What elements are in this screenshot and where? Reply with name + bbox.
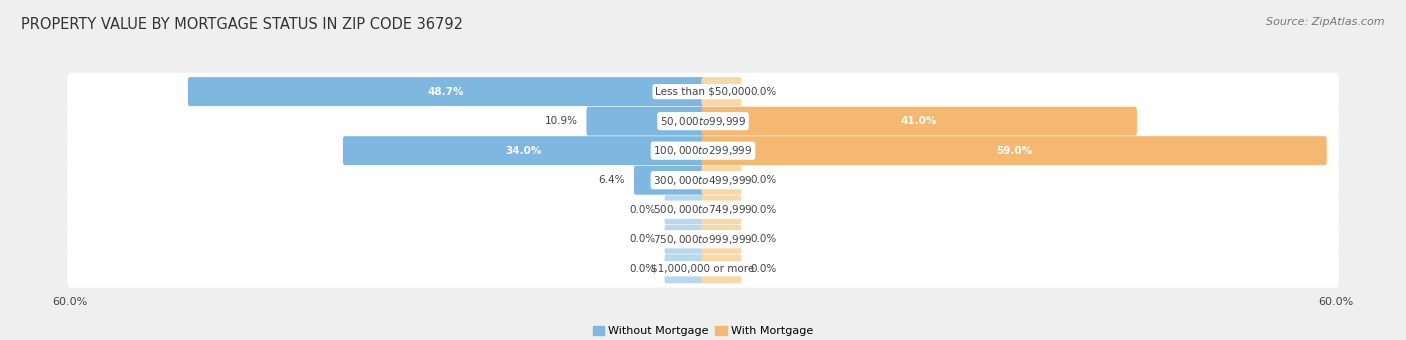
Text: 0.0%: 0.0% (751, 175, 776, 185)
FancyBboxPatch shape (702, 136, 1327, 165)
FancyBboxPatch shape (702, 195, 741, 224)
Text: 34.0%: 34.0% (506, 146, 541, 156)
Text: 0.0%: 0.0% (751, 264, 776, 274)
FancyBboxPatch shape (188, 77, 704, 106)
FancyBboxPatch shape (343, 136, 704, 165)
FancyBboxPatch shape (67, 250, 1339, 288)
Text: 6.4%: 6.4% (599, 175, 624, 185)
Text: $50,000 to $99,999: $50,000 to $99,999 (659, 115, 747, 128)
Text: 0.0%: 0.0% (630, 234, 655, 244)
Text: Source: ZipAtlas.com: Source: ZipAtlas.com (1267, 17, 1385, 27)
FancyBboxPatch shape (634, 166, 704, 195)
Text: $500,000 to $749,999: $500,000 to $749,999 (654, 203, 752, 216)
Legend: Without Mortgage, With Mortgage: Without Mortgage, With Mortgage (593, 326, 813, 336)
Text: $1,000,000 or more: $1,000,000 or more (651, 264, 755, 274)
FancyBboxPatch shape (665, 195, 704, 224)
FancyBboxPatch shape (67, 73, 1339, 110)
Text: 0.0%: 0.0% (751, 234, 776, 244)
FancyBboxPatch shape (702, 254, 741, 283)
Text: $750,000 to $999,999: $750,000 to $999,999 (654, 233, 752, 246)
FancyBboxPatch shape (67, 161, 1339, 199)
Text: PROPERTY VALUE BY MORTGAGE STATUS IN ZIP CODE 36792: PROPERTY VALUE BY MORTGAGE STATUS IN ZIP… (21, 17, 463, 32)
Text: 10.9%: 10.9% (544, 116, 578, 126)
Text: 48.7%: 48.7% (427, 87, 464, 97)
Text: 0.0%: 0.0% (751, 87, 776, 97)
Text: 0.0%: 0.0% (630, 205, 655, 215)
FancyBboxPatch shape (665, 254, 704, 283)
FancyBboxPatch shape (702, 225, 741, 254)
FancyBboxPatch shape (702, 77, 741, 106)
FancyBboxPatch shape (702, 166, 741, 195)
Text: $100,000 to $299,999: $100,000 to $299,999 (654, 144, 752, 157)
FancyBboxPatch shape (67, 220, 1339, 258)
Text: 59.0%: 59.0% (995, 146, 1032, 156)
Text: 0.0%: 0.0% (751, 205, 776, 215)
FancyBboxPatch shape (586, 107, 704, 136)
Text: 0.0%: 0.0% (630, 264, 655, 274)
FancyBboxPatch shape (67, 132, 1339, 170)
FancyBboxPatch shape (67, 102, 1339, 140)
FancyBboxPatch shape (67, 191, 1339, 228)
Text: $300,000 to $499,999: $300,000 to $499,999 (654, 174, 752, 187)
Text: Less than $50,000: Less than $50,000 (655, 87, 751, 97)
Text: 41.0%: 41.0% (901, 116, 938, 126)
FancyBboxPatch shape (702, 107, 1137, 136)
FancyBboxPatch shape (665, 225, 704, 254)
